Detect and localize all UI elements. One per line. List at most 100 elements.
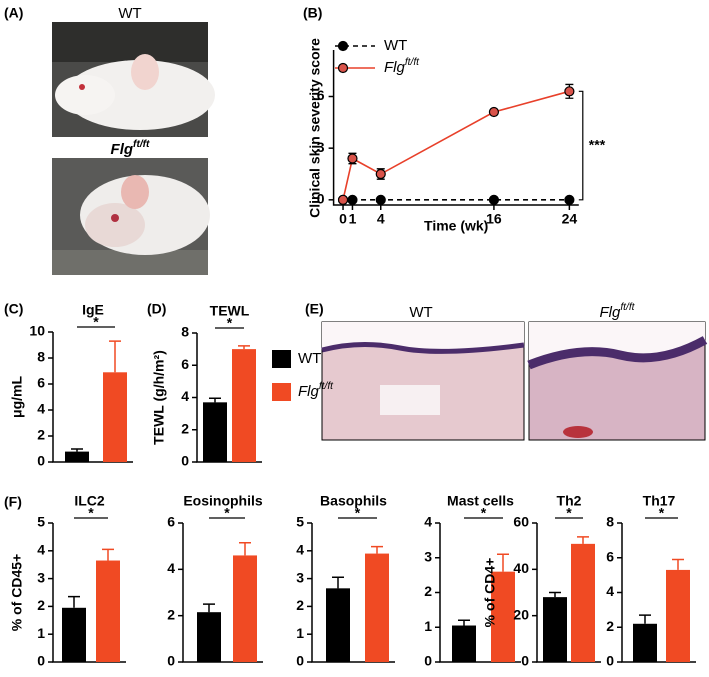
significance-label: * bbox=[659, 505, 665, 521]
y-tick-label: 8 bbox=[606, 514, 614, 530]
error-bar bbox=[577, 536, 589, 544]
legend-marker bbox=[337, 62, 349, 74]
axes bbox=[332, 50, 579, 206]
bar bbox=[491, 571, 515, 662]
genotype-label: WT bbox=[118, 5, 141, 22]
error-bar bbox=[109, 340, 121, 373]
y-axis-title: % of CD4+ bbox=[482, 558, 498, 628]
error-bar bbox=[672, 558, 684, 570]
point bbox=[347, 194, 358, 205]
y-tick-label: 4 bbox=[37, 542, 45, 558]
error-bar bbox=[549, 591, 561, 598]
bar bbox=[633, 623, 657, 662]
x-tick-label: 0 bbox=[339, 211, 347, 227]
bar bbox=[571, 543, 595, 662]
bar bbox=[203, 402, 227, 462]
bar bbox=[452, 625, 476, 662]
y-tick-label: 2 bbox=[424, 583, 432, 599]
bar bbox=[62, 607, 86, 662]
x-tick-label: 24 bbox=[562, 211, 578, 227]
y-tick-label: 6 bbox=[181, 356, 189, 372]
bar bbox=[666, 569, 690, 662]
chart-title: Th17 bbox=[643, 493, 676, 509]
error-bar bbox=[497, 553, 509, 572]
bar bbox=[65, 451, 89, 462]
chart-title: Eosinophils bbox=[183, 493, 263, 509]
y-tick-label: 4 bbox=[606, 583, 614, 599]
error-bar bbox=[102, 548, 114, 561]
y-tick-label: 0 bbox=[296, 653, 304, 669]
x-axis-title: Time (wk) bbox=[424, 218, 488, 234]
genotype-label: Flgft/ft bbox=[111, 139, 151, 158]
y-tick-label: 6 bbox=[37, 375, 45, 391]
bar bbox=[232, 349, 256, 462]
bar bbox=[365, 553, 389, 662]
histology-wt bbox=[321, 321, 525, 441]
significance-label: * bbox=[224, 505, 230, 521]
y-tick-label: 3 bbox=[317, 139, 325, 155]
y-axis-title: μg/mL bbox=[9, 376, 25, 418]
genotype-label: Flgft/ft bbox=[298, 381, 334, 400]
x-tick-label: 16 bbox=[486, 211, 502, 227]
y-tick-label: 0 bbox=[37, 453, 45, 469]
y-axis-title: TEWL (g/h/m²) bbox=[151, 350, 167, 445]
error-bar bbox=[203, 603, 215, 613]
significance-label: * bbox=[93, 314, 99, 330]
panel-label: (D) bbox=[147, 301, 166, 317]
y-tick-label: 4 bbox=[37, 401, 45, 417]
x-tick-label: 4 bbox=[377, 211, 385, 227]
y-tick-label: 4 bbox=[181, 388, 189, 404]
genotype-label: WT bbox=[409, 304, 432, 321]
point bbox=[337, 194, 349, 205]
significance-bracket bbox=[578, 90, 584, 201]
x-tick-label: 1 bbox=[349, 211, 357, 227]
genotype-superscript: ft/ft bbox=[319, 381, 334, 392]
error-bar bbox=[68, 595, 80, 608]
genotype-label: Flgft/ft bbox=[384, 57, 420, 76]
y-tick-label: 8 bbox=[181, 324, 189, 340]
y-tick-label: 2 bbox=[181, 420, 189, 436]
bar bbox=[103, 372, 127, 462]
y-tick-label: 60 bbox=[513, 514, 529, 530]
error-bar bbox=[239, 541, 251, 556]
genotype-name: WT bbox=[384, 37, 407, 54]
y-tick-label: 40 bbox=[513, 560, 529, 576]
y-tick-label: 3 bbox=[37, 569, 45, 585]
chart-title: Basophils bbox=[320, 493, 387, 509]
chart-title: Th2 bbox=[557, 493, 582, 509]
y-tick-label: 0 bbox=[521, 653, 529, 669]
y-tick-label: 6 bbox=[317, 87, 325, 103]
photo-wt bbox=[52, 22, 215, 137]
genotype-label: Flgft/ft bbox=[600, 302, 636, 321]
panel-label: (B) bbox=[303, 5, 322, 21]
y-tick-label: 10 bbox=[29, 323, 45, 339]
legend-swatch bbox=[272, 383, 291, 401]
chart-title: IgE bbox=[82, 302, 104, 318]
legend-marker bbox=[337, 40, 349, 52]
histology-flg bbox=[527, 321, 708, 441]
y-tick-label: 0 bbox=[606, 653, 614, 669]
error-bar bbox=[209, 397, 221, 403]
genotype-label: WT bbox=[384, 37, 407, 54]
y-tick-label: 2 bbox=[606, 618, 614, 634]
panel-label: (F) bbox=[4, 494, 22, 510]
y-tick-label: 2 bbox=[167, 606, 175, 622]
significance-label: * bbox=[355, 505, 361, 521]
genotype-name: WT bbox=[298, 350, 321, 367]
genotype-name: WT bbox=[409, 304, 432, 321]
y-tick-label: 5 bbox=[296, 514, 304, 530]
y-tick-label: 2 bbox=[296, 597, 304, 613]
genotype-name: Flg bbox=[111, 141, 134, 158]
y-tick-label: 3 bbox=[424, 548, 432, 564]
y-tick-label: 8 bbox=[37, 349, 45, 365]
genotype-name: Flg bbox=[384, 59, 405, 76]
genotype-name: Flg bbox=[298, 383, 319, 400]
error-bar bbox=[458, 619, 470, 626]
y-tick-label: 2 bbox=[37, 427, 45, 443]
y-tick-label: 3 bbox=[296, 569, 304, 585]
chart-title: Mast cells bbox=[447, 493, 514, 509]
genotype-name: Flg bbox=[600, 304, 621, 321]
y-tick-label: 0 bbox=[424, 653, 432, 669]
bar bbox=[197, 612, 221, 662]
